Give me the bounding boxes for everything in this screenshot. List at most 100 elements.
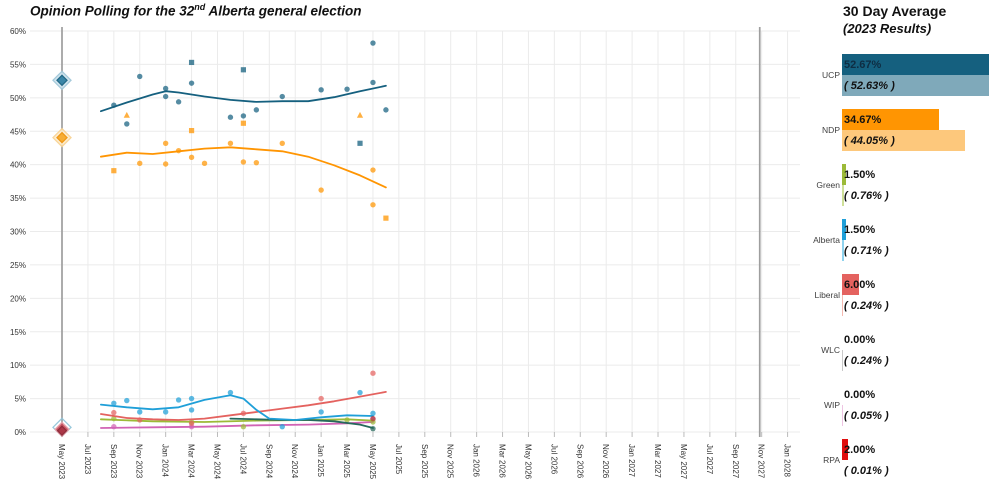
y-axis-label: 55% [10, 60, 26, 69]
poll-point [137, 409, 143, 415]
party-label: WIP [823, 400, 840, 410]
panel-title: 30 Day Average [843, 3, 947, 19]
party-label: Liberal [814, 290, 840, 300]
poll-point [279, 423, 285, 430]
x-axis-label: Sep 2023 [109, 444, 118, 479]
poll-point [162, 140, 169, 146]
party-group-liberal: Liberal 6.00% ( 0.24% ) [810, 274, 1000, 316]
party-2023-value: ( 0.01% ) [844, 464, 889, 477]
poll-point [175, 397, 182, 403]
x-axis-label: Nov 2025 [446, 444, 455, 479]
x-axis-label: Nov 2023 [135, 444, 144, 479]
y-axis-label: 40% [10, 161, 26, 170]
poll-point [356, 111, 364, 118]
series-ndp [100, 111, 389, 221]
x-axis-label: May 2024 [212, 444, 221, 480]
y-axis-label: 60% [10, 27, 26, 36]
party-average-value: 0.00% [844, 333, 876, 346]
trend-line [100, 394, 374, 421]
poll-point [175, 99, 182, 105]
bar-row: ( 0.71% ) [842, 240, 1000, 261]
poll-point [188, 80, 195, 86]
party-bars: 34.67% ( 44.05% ) [842, 109, 1000, 151]
poll-point [240, 113, 247, 119]
party-average-value: 52.67% [844, 58, 882, 71]
y-axis-label: 45% [10, 127, 26, 136]
party-average-bar [842, 54, 989, 75]
poll-point [279, 140, 285, 146]
poll-point [370, 79, 376, 86]
party-label: NDP [822, 125, 840, 135]
x-axis-label: Jul 2023 [83, 444, 92, 475]
x-axis-label: Jan 2024 [161, 444, 170, 477]
x-axis-label: Jul 2024 [238, 444, 247, 475]
bar-row: ( 0.76% ) [842, 185, 1000, 206]
party-2023-bar [842, 240, 844, 261]
trend-line [100, 84, 387, 113]
poll-point [201, 160, 208, 167]
party-2023-value: ( 0.71% ) [844, 244, 889, 257]
y-axis-label: 30% [10, 228, 26, 237]
x-axis-label: Jan 2026 [472, 444, 481, 477]
bar-row: ( 0.24% ) [842, 350, 1000, 371]
party-average-value: 1.50% [844, 168, 876, 181]
panel-subtitle: (2023 Results) [843, 21, 932, 36]
poll-point [370, 425, 376, 432]
thirty-day-average-panel: 30 Day Average (2023 Results) UCP 52.67% (… [810, 0, 1000, 500]
party-label: RPA [823, 455, 840, 465]
party-bars: 2.00% ( 0.01% ) [842, 439, 1000, 481]
poll-point [111, 102, 117, 108]
poll-point [370, 167, 376, 173]
poll-point [227, 114, 234, 120]
series-rpa [370, 415, 376, 422]
x-axis-label: Mar 2025 [342, 444, 351, 478]
x-axis-label: May 2026 [523, 444, 532, 480]
trend-line [229, 417, 374, 429]
poll-point [137, 417, 143, 423]
party-group-wip: WIP 0.00% ( 0.05% ) [810, 384, 1000, 426]
party-average-bar [842, 109, 939, 130]
y-axis-label: 50% [10, 94, 26, 103]
poll-point [124, 397, 130, 404]
party-2023-value: ( 0.24% ) [844, 354, 889, 367]
poll-point [279, 93, 285, 100]
poll-point [344, 417, 350, 423]
party-average-bar [842, 164, 847, 185]
party-label: WLC [821, 345, 840, 355]
bar-row: 6.00% [842, 274, 1000, 295]
poll-point [318, 395, 324, 402]
x-axis-label: Mar 2027 [653, 444, 662, 478]
x-axis-label: Jul 2025 [394, 444, 403, 475]
election-result-diamond [56, 425, 68, 437]
y-axis-label: 0% [14, 428, 26, 437]
bar-row: 1.50% [842, 164, 1000, 185]
polling-chart: 0% 5% 10% 15% 20% 25% 30% 35% 40% 45% 50% 55% 60% May… [10, 27, 800, 480]
bar-row: 52.67% [842, 54, 1000, 75]
title-superscript: nd [194, 2, 206, 12]
y-axis-label: 15% [10, 328, 26, 337]
poll-point [318, 409, 324, 415]
bar-row: 0.00% [842, 329, 1000, 350]
poll-point [240, 159, 247, 165]
poll-point [357, 140, 363, 146]
party-label: UCP [822, 70, 840, 80]
series-liberal [100, 370, 387, 427]
party-group-green: Green 1.50% ( 0.76% ) [810, 164, 1000, 206]
party-average-bar [842, 274, 859, 295]
party-average-value: 2.00% [844, 443, 876, 456]
party-2023-bar [842, 295, 843, 316]
party-2023-value: ( 52.63% ) [844, 79, 895, 92]
x-axis-label: Nov 2027 [757, 444, 766, 479]
election-markers [52, 27, 761, 438]
poll-point [370, 415, 376, 422]
poll-point [162, 93, 169, 100]
bar-row: ( 0.24% ) [842, 295, 1000, 316]
party-label: Alberta [813, 235, 840, 245]
party-average-bar [842, 219, 847, 240]
x-axis-label: Jan 2028 [783, 444, 792, 477]
bar-row: 2.00% [842, 439, 1000, 460]
y-axis-label: 25% [10, 261, 26, 270]
party-bars: 0.00% ( 0.24% ) [842, 329, 1000, 371]
party-average-value: 0.00% [844, 388, 876, 401]
